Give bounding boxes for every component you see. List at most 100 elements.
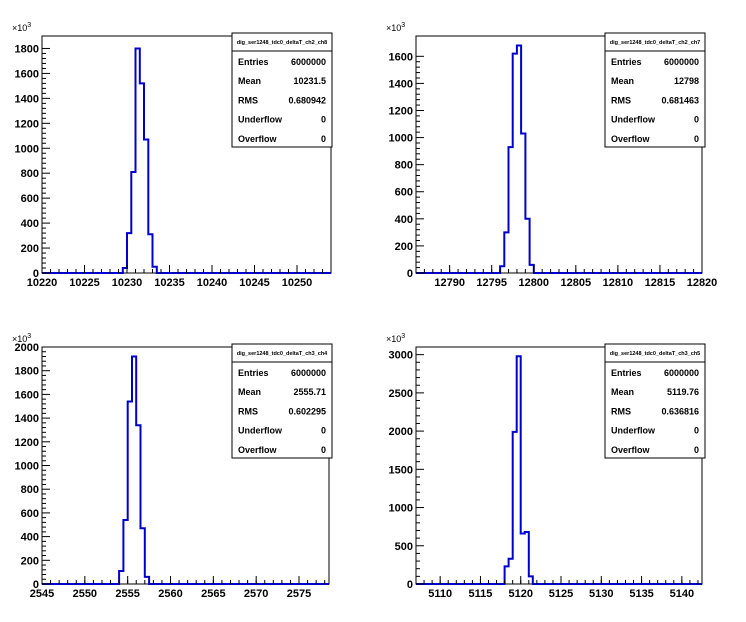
stats-label: Overflow bbox=[238, 445, 278, 455]
x-tick-label: 5115 bbox=[469, 588, 493, 600]
stats-value: 0 bbox=[694, 445, 699, 455]
histogram-bin bbox=[521, 534, 525, 585]
x-tick-label: 12820 bbox=[687, 277, 718, 289]
stats-value: 0 bbox=[694, 134, 699, 144]
stats-label: Underflow bbox=[238, 115, 283, 125]
stats-label: Entries bbox=[238, 57, 269, 67]
stats-label: Overflow bbox=[611, 134, 651, 144]
stats-label: Entries bbox=[611, 57, 642, 67]
y-tick-label: 400 bbox=[21, 218, 39, 230]
y-tick-label: 600 bbox=[21, 193, 39, 205]
x-tick-label: 10250 bbox=[282, 277, 313, 289]
x-tick-label: 12800 bbox=[518, 277, 549, 289]
stats-box-frame bbox=[604, 343, 706, 459]
histogram-line bbox=[42, 355, 329, 585]
x-tick-label: 10235 bbox=[154, 277, 185, 289]
y-tick-label: 2000 bbox=[389, 426, 413, 438]
y-tick-label: 400 bbox=[21, 532, 39, 544]
y-multiplier-base: ×10 bbox=[12, 23, 27, 33]
y-tick-label: 1600 bbox=[15, 68, 39, 80]
stats-label: Overflow bbox=[611, 445, 651, 455]
x-tick-label: 2575 bbox=[287, 588, 311, 600]
y-tick-label: 1800 bbox=[15, 43, 39, 55]
stats-title: dig_ser1248_tdc0_deltaT_ch2_ch8 bbox=[237, 40, 328, 46]
histogram-line bbox=[416, 44, 702, 274]
y-tick-label: 1600 bbox=[389, 51, 413, 63]
y-multiplier-label: ×103 bbox=[12, 333, 31, 344]
stats-value: 0 bbox=[694, 426, 699, 436]
histogram-pad-2: 0 200 400 600 800 1000 1200 1400 1600 12790 12795 1… bbox=[386, 22, 717, 289]
stats-label: Entries bbox=[611, 368, 642, 378]
stats-value: 6000000 bbox=[291, 57, 326, 67]
stats-label: Underflow bbox=[238, 426, 283, 436]
stats-label: RMS bbox=[238, 95, 258, 105]
stats-value: 2555.71 bbox=[293, 387, 326, 397]
x-tick-label: 2555 bbox=[115, 588, 139, 600]
stats-label: RMS bbox=[238, 406, 258, 416]
y-tick-label: 600 bbox=[21, 508, 39, 520]
y-multiplier-label: ×103 bbox=[386, 22, 405, 33]
x-tick-label: 10220 bbox=[27, 277, 58, 289]
y-tick-label: 500 bbox=[395, 541, 413, 553]
x-tick-label: 10230 bbox=[112, 277, 143, 289]
x-tick-label: 12810 bbox=[603, 277, 634, 289]
y-tick-label: 1400 bbox=[389, 78, 413, 90]
y-tick-label: 1500 bbox=[389, 464, 413, 476]
y-tick-label: 1000 bbox=[15, 143, 39, 155]
stats-box-frame bbox=[231, 32, 333, 148]
y-tick-label: 1000 bbox=[15, 461, 39, 473]
x-tick-label: 5120 bbox=[508, 588, 532, 600]
stats-box: dig_ser1248_tdc0_deltaT_ch2_ch8 Entries 60… bbox=[231, 32, 333, 148]
x-tick-label: 2565 bbox=[201, 588, 225, 600]
stats-label: Underflow bbox=[611, 115, 656, 125]
x-tick-label: 5130 bbox=[589, 588, 613, 600]
x-tick-label: 5140 bbox=[670, 588, 694, 600]
stats-value: 10231.5 bbox=[293, 76, 326, 86]
y-multiplier-base: ×10 bbox=[386, 23, 401, 33]
y-tick-label: 1400 bbox=[15, 93, 39, 105]
x-tick-label: 12790 bbox=[434, 277, 465, 289]
y-tick-label: 1400 bbox=[15, 413, 39, 425]
stats-title: dig_ser1248_tdc0_deltaT_ch2_ch7 bbox=[610, 40, 701, 46]
y-tick-label: 0 bbox=[407, 268, 413, 280]
histogram-pad-1: 0 200 400 600 800 1000 1200 1400 1600 1800 10220 10… bbox=[12, 22, 333, 289]
y-tick-label: 1000 bbox=[389, 133, 413, 145]
x-tick-label: 2570 bbox=[244, 588, 268, 600]
y-tick-label: 1200 bbox=[389, 105, 413, 117]
x-tick-label: 12795 bbox=[476, 277, 507, 289]
stats-label: Underflow bbox=[611, 426, 656, 436]
y-multiplier-label: ×103 bbox=[12, 22, 31, 33]
y-tick-label: 0 bbox=[407, 579, 413, 591]
y-tick-label: 200 bbox=[21, 243, 39, 255]
stats-value: 6000000 bbox=[291, 368, 326, 378]
y-tick-label: 600 bbox=[395, 187, 413, 199]
stats-box-frame bbox=[604, 32, 706, 148]
stats-value: 6000000 bbox=[664, 368, 699, 378]
stats-label: Entries bbox=[238, 368, 269, 378]
x-tick-label: 12805 bbox=[561, 277, 592, 289]
y-tick-label: 200 bbox=[21, 555, 39, 567]
y-tick-label: 0 bbox=[33, 268, 39, 280]
y-multiplier-exponent: 3 bbox=[27, 22, 31, 29]
stats-value: 0 bbox=[321, 134, 326, 144]
y-tick-label: 200 bbox=[395, 241, 413, 253]
x-tick-label: 5125 bbox=[549, 588, 573, 600]
y-tick-label: 3000 bbox=[389, 350, 413, 362]
y-tick-label: 800 bbox=[21, 168, 39, 180]
stats-box: dig_ser1248_tdc0_deltaT_ch3_ch5 Entries 60… bbox=[604, 343, 706, 459]
y-tick-label: 1200 bbox=[15, 118, 39, 130]
histogram-line bbox=[416, 355, 702, 585]
y-multiplier-label: ×103 bbox=[386, 333, 405, 344]
stats-label: RMS bbox=[611, 95, 631, 105]
histogram-pad-4: 0 500 1000 1500 2000 2500 3000 5110 5115 5120 5125… bbox=[386, 333, 706, 600]
y-tick-label: 1600 bbox=[15, 389, 39, 401]
histogram-pad-3: 0 200 400 600 800 1000 1200 1400 1600 1800 2000 254… bbox=[12, 333, 333, 600]
stats-box-frame bbox=[231, 343, 333, 459]
stats-label: Overflow bbox=[238, 134, 278, 144]
stats-label: Mean bbox=[238, 76, 261, 86]
y-tick-label: 1000 bbox=[389, 503, 413, 515]
stats-label: Mean bbox=[611, 76, 634, 86]
x-tick-label: 10225 bbox=[69, 277, 100, 289]
x-tick-label: 10245 bbox=[239, 277, 270, 289]
